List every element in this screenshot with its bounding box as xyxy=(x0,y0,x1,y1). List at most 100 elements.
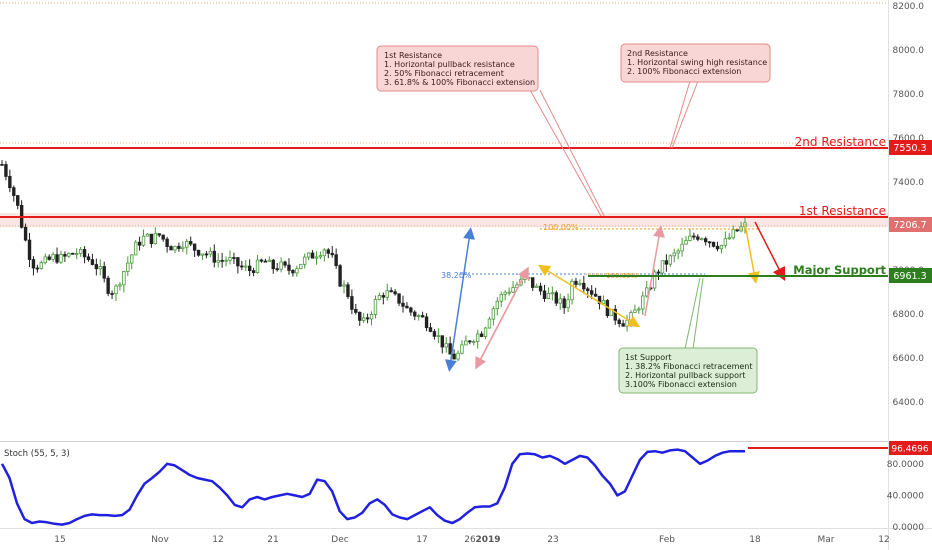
resistance-band xyxy=(0,213,888,227)
candle-body xyxy=(314,256,319,259)
time-tick-label: 26 xyxy=(464,535,476,545)
annotation-res2-line-2: 2. 100% Fibonacci extension xyxy=(627,67,741,76)
candle-body xyxy=(558,298,562,304)
candle-body xyxy=(707,241,712,244)
annotation-sup1-line-2: 2. Horizontal pullback support xyxy=(625,371,745,380)
candle-body xyxy=(586,288,590,292)
candle-body xyxy=(137,241,142,246)
price-tick-label: 6800.0 xyxy=(893,310,925,320)
time-tick-label: Dec xyxy=(331,535,348,545)
candle-body xyxy=(456,352,460,360)
candle-body xyxy=(719,244,724,250)
candle-body xyxy=(629,312,633,321)
candle-body xyxy=(295,268,299,274)
fib-mid-label: 38.20% xyxy=(441,271,472,280)
candle-body xyxy=(491,308,496,320)
candle-body xyxy=(523,277,527,280)
candle-body xyxy=(688,235,692,242)
candle-body xyxy=(334,254,338,267)
yellow-projection-arrow[interactable] xyxy=(744,223,760,284)
candle-body xyxy=(240,265,244,268)
candle-body xyxy=(173,245,177,251)
annotation-sup1-line-0: 1st Support xyxy=(625,353,672,362)
candle-body xyxy=(350,296,354,310)
candle-body xyxy=(401,302,405,307)
candle-body xyxy=(566,299,570,309)
price-tick-label: 7400.0 xyxy=(893,178,925,188)
candle-body xyxy=(511,287,515,293)
candle-body xyxy=(287,264,291,271)
fib-extension-pink-2[interactable] xyxy=(644,225,665,317)
candle-body xyxy=(133,241,138,256)
yellow-swing-arrow[interactable] xyxy=(537,264,641,328)
time-axis[interactable]: 15 Nov 12 21 Dec 17 26 2019 23 Feb 18 Mar 12 xyxy=(54,535,889,545)
candle-body xyxy=(330,252,334,256)
candle-body xyxy=(153,233,158,244)
candle-body xyxy=(185,241,189,248)
time-tick-label: 17 xyxy=(416,535,427,545)
candle-body xyxy=(723,238,728,246)
candle-body xyxy=(507,291,511,294)
candle-body xyxy=(161,234,165,240)
candle-body xyxy=(208,250,213,255)
annotation-res2[interactable]: 2nd Resistance 1. Horizontal swing high … xyxy=(620,43,771,149)
fib-range-arrow-blue[interactable] xyxy=(444,227,476,372)
candle-body xyxy=(110,293,114,295)
annotation-res2-line-1: 1. Horizontal swing high resistance xyxy=(627,58,767,67)
resistance-2-badge xyxy=(889,140,932,155)
candle-body xyxy=(16,195,20,206)
candle-body xyxy=(47,256,51,260)
candle-body xyxy=(727,237,731,240)
candle-body xyxy=(247,265,252,272)
candle-body xyxy=(181,246,185,249)
candle-body xyxy=(381,295,386,298)
candle-body xyxy=(102,266,106,279)
time-tick-label: Mar xyxy=(818,535,835,545)
time-tick-label: 23 xyxy=(547,535,558,545)
candle-body xyxy=(267,259,272,262)
candle-body xyxy=(177,245,181,249)
annotation-sup1-line-1: 1. 38.2% Fibonacci retracement xyxy=(625,362,753,371)
candle-body xyxy=(405,305,409,309)
candle-body xyxy=(417,315,421,317)
candle-body xyxy=(106,277,110,294)
candle-body xyxy=(342,284,346,287)
annotation-res1-line-3: 3. 61.8% & 100% Fibonacci extension xyxy=(384,78,535,87)
candle-body xyxy=(204,253,209,256)
candle-body xyxy=(236,257,240,267)
candle-body xyxy=(432,331,437,337)
candle-body xyxy=(165,238,169,247)
annotation-res1[interactable]: 1st Resistance 1. Horizontal pullback re… xyxy=(376,45,605,217)
candle-body xyxy=(12,187,16,196)
time-tick-label: 12 xyxy=(878,535,889,545)
stochastic-value: 96.4696 xyxy=(891,445,928,455)
candle-body xyxy=(660,260,665,274)
candle-body xyxy=(472,341,476,343)
time-tick-label: 21 xyxy=(267,535,278,545)
resistance-1-badge xyxy=(889,217,932,232)
candle-body xyxy=(322,249,327,257)
price-tick-label: 6400.0 xyxy=(893,398,925,408)
candle-body xyxy=(118,284,122,287)
candle-body xyxy=(409,307,413,313)
candle-body xyxy=(601,300,606,305)
candle-body xyxy=(668,255,673,265)
stochastic-value-badge xyxy=(889,441,932,455)
stochastic-pane[interactable] xyxy=(0,442,888,528)
candle-body xyxy=(731,229,735,239)
annotation-sup1[interactable]: 1st Support 1. 38.2% Fibonacci retraceme… xyxy=(618,277,758,394)
stochastic-axis[interactable]: 80.0000 40.0000 0.0000 xyxy=(887,460,924,533)
candle-body xyxy=(715,245,720,250)
candle-body xyxy=(420,315,425,318)
red-projection-arrow[interactable] xyxy=(754,221,786,282)
candle-body xyxy=(641,295,645,310)
candle-body xyxy=(283,261,287,266)
candle-body xyxy=(373,299,378,315)
candle-body xyxy=(318,255,323,258)
candle-body xyxy=(82,249,87,258)
candle-body xyxy=(735,229,739,232)
candle-body xyxy=(424,316,429,329)
annotation-sup1-line-3: 3.100% Fibonacci extension xyxy=(625,380,737,389)
candle-body xyxy=(385,290,389,298)
